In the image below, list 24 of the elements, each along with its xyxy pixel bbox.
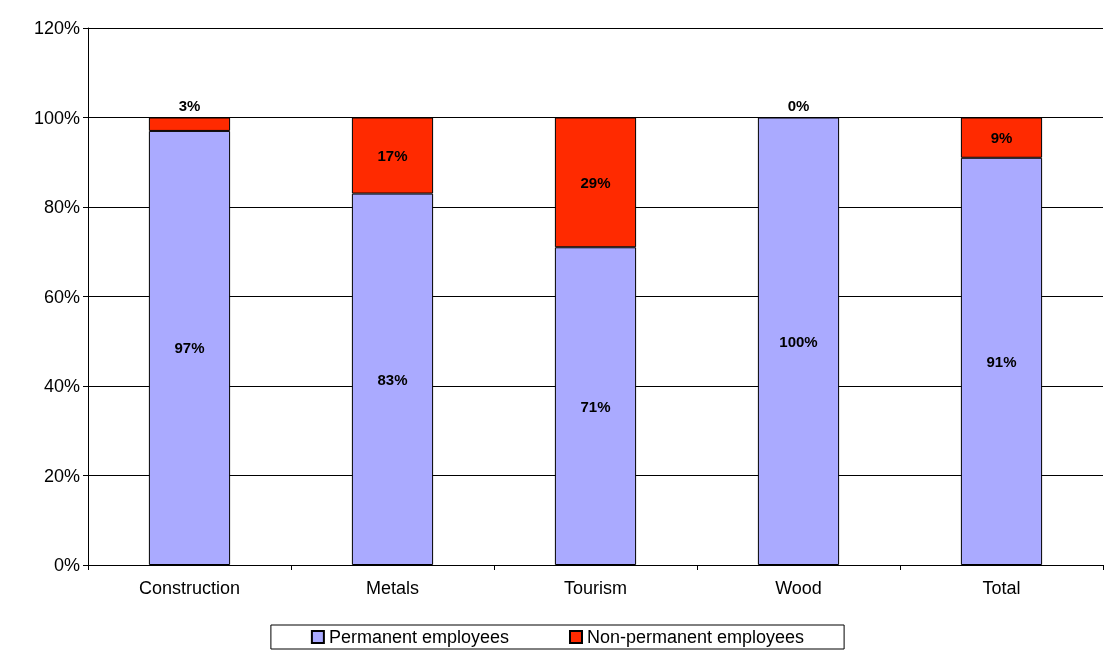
data-label: 3%	[178, 96, 201, 114]
x-tick-label: Construction	[138, 578, 241, 598]
legend-label: Permanent employees	[328, 627, 509, 647]
data-label: 17%	[377, 147, 408, 165]
data-label: 97%	[174, 339, 205, 357]
data-label: 91%	[986, 352, 1017, 370]
x-tick-label: Wood	[775, 578, 822, 598]
data-label: 0%	[787, 96, 810, 114]
data-label: 83%	[377, 370, 408, 388]
data-label: 9%	[990, 129, 1013, 147]
y-tick-label: 120%	[33, 18, 80, 38]
legend-label: Non-permanent employees	[586, 627, 805, 647]
y-tick-label: 20%	[43, 465, 80, 486]
y-tick-label: 0%	[53, 555, 80, 575]
data-label: 71%	[580, 397, 611, 415]
y-tick-label: 100%	[33, 107, 80, 128]
x-tick-label: Tourism	[563, 578, 628, 598]
x-tick-label: Metals	[365, 578, 420, 598]
data-label: 100%	[779, 332, 818, 350]
x-tick-label: Total	[982, 578, 1021, 598]
y-tick-label: 60%	[43, 286, 80, 307]
y-tick-label: 80%	[43, 197, 80, 217]
data-label: 29%	[580, 173, 611, 191]
y-tick-label: 40%	[43, 376, 80, 396]
